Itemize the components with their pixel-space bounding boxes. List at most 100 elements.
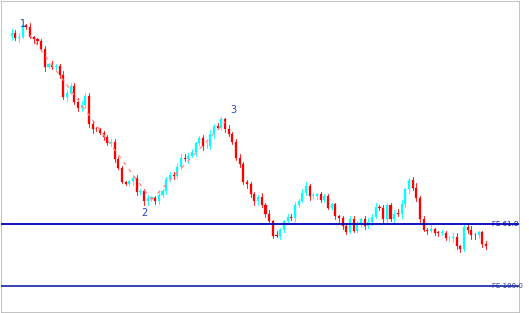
Bar xyxy=(430,229,432,231)
Bar xyxy=(95,129,97,130)
Bar xyxy=(345,226,348,232)
Bar xyxy=(389,205,391,219)
Bar xyxy=(51,64,53,68)
Bar xyxy=(195,143,197,152)
Bar xyxy=(470,230,472,235)
Bar xyxy=(246,182,248,184)
Bar xyxy=(231,134,233,142)
Bar xyxy=(485,244,487,246)
Bar xyxy=(198,138,200,143)
Bar xyxy=(323,196,325,200)
Bar xyxy=(360,219,362,224)
Bar xyxy=(305,186,307,193)
Bar xyxy=(187,156,189,159)
Bar xyxy=(397,213,399,214)
Bar xyxy=(14,33,16,38)
Bar xyxy=(169,175,171,179)
Bar xyxy=(176,167,178,176)
Bar xyxy=(272,221,274,236)
Bar xyxy=(331,204,333,208)
Bar xyxy=(357,224,359,231)
Bar xyxy=(308,186,311,196)
Bar xyxy=(209,134,212,146)
Bar xyxy=(371,217,373,222)
Text: FE 100.0: FE 100.0 xyxy=(491,283,523,289)
Bar xyxy=(191,152,193,156)
Bar xyxy=(161,191,163,195)
Bar xyxy=(235,142,237,158)
Bar xyxy=(283,221,285,230)
Bar xyxy=(99,130,101,133)
Bar xyxy=(202,138,204,146)
Bar xyxy=(84,95,86,105)
Bar xyxy=(213,126,215,134)
Bar xyxy=(132,178,134,181)
Bar xyxy=(459,246,461,249)
Bar xyxy=(110,142,112,143)
Bar xyxy=(147,198,149,201)
Bar xyxy=(40,41,42,49)
Bar xyxy=(268,213,270,221)
Bar xyxy=(106,136,108,143)
Bar xyxy=(276,235,278,236)
Bar xyxy=(368,222,369,226)
Bar xyxy=(250,184,252,194)
Bar xyxy=(33,37,35,39)
Bar xyxy=(66,93,68,97)
Bar xyxy=(25,25,28,27)
Bar xyxy=(426,230,428,231)
Bar xyxy=(316,194,318,196)
Bar xyxy=(154,198,156,201)
Bar xyxy=(434,229,436,233)
Bar xyxy=(334,204,336,216)
Bar xyxy=(378,207,380,208)
Bar xyxy=(478,232,480,235)
Bar xyxy=(121,167,123,182)
Bar xyxy=(257,197,259,201)
Bar xyxy=(37,39,39,41)
Text: 3: 3 xyxy=(231,105,236,115)
Bar xyxy=(117,159,120,167)
Bar xyxy=(220,119,222,128)
Bar xyxy=(55,66,57,68)
Bar xyxy=(180,157,182,167)
Bar xyxy=(242,164,244,182)
Bar xyxy=(264,205,267,213)
Bar xyxy=(400,204,403,214)
Bar xyxy=(287,218,289,221)
Text: FE 61.8: FE 61.8 xyxy=(491,221,518,227)
Bar xyxy=(11,33,13,36)
Bar xyxy=(353,219,355,231)
Bar xyxy=(393,213,395,219)
Bar xyxy=(452,237,454,238)
Bar xyxy=(77,102,79,108)
Bar xyxy=(445,233,446,238)
Bar xyxy=(172,175,175,176)
Bar xyxy=(48,64,50,67)
Bar xyxy=(320,194,322,200)
Bar xyxy=(165,179,167,191)
Bar xyxy=(301,193,303,201)
Bar xyxy=(22,25,24,37)
Bar xyxy=(158,195,160,201)
Bar xyxy=(18,37,20,38)
Bar xyxy=(73,85,75,102)
Bar xyxy=(140,191,141,192)
Bar xyxy=(114,142,116,159)
Bar xyxy=(224,119,226,129)
Bar xyxy=(463,228,465,249)
Bar xyxy=(261,197,263,205)
Bar xyxy=(349,219,351,232)
Bar xyxy=(382,208,384,219)
Bar xyxy=(294,205,296,218)
Bar xyxy=(342,218,344,226)
Bar xyxy=(253,194,256,201)
Bar xyxy=(143,191,145,201)
Bar xyxy=(69,85,71,93)
Bar xyxy=(62,75,64,97)
Bar xyxy=(338,216,340,218)
Bar xyxy=(404,189,406,204)
Bar xyxy=(129,181,131,184)
Bar xyxy=(227,129,230,134)
Bar xyxy=(103,133,105,136)
